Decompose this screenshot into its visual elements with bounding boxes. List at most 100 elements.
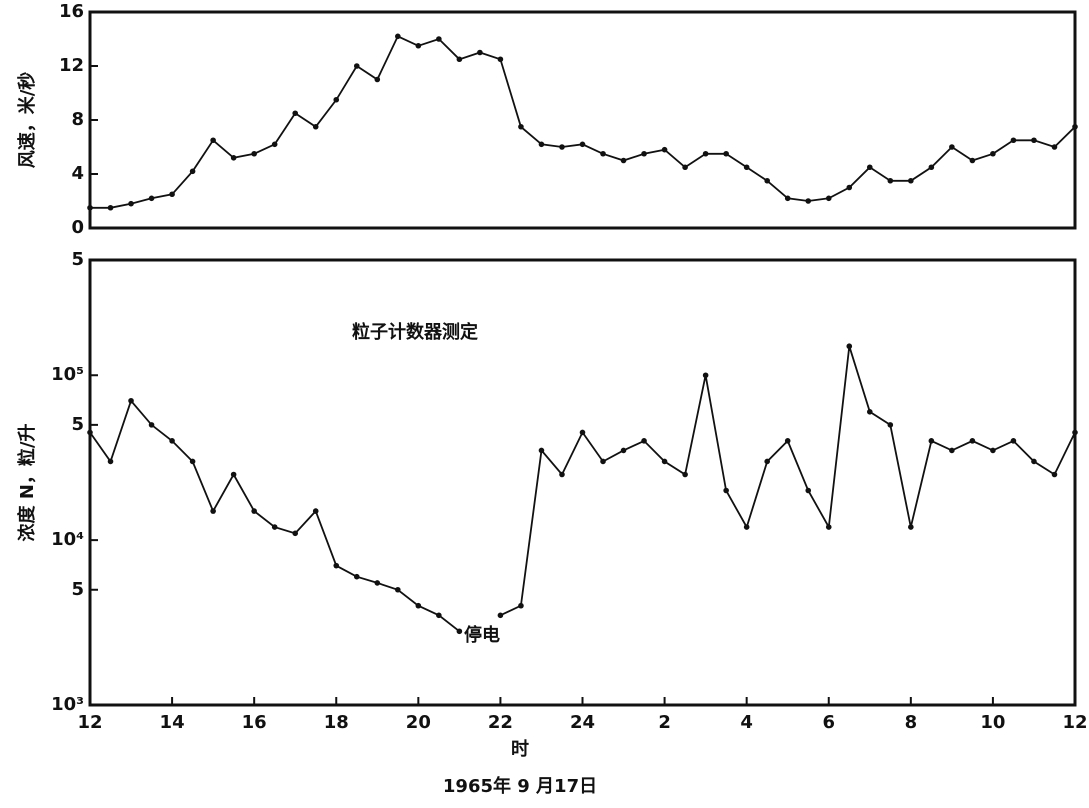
data-point (312, 508, 319, 514)
data-point (107, 458, 114, 465)
x-tick-label: 2 (658, 712, 671, 733)
caption: 1965年 9 月17日 (443, 775, 597, 797)
data-point (908, 177, 914, 184)
data-point (415, 42, 422, 49)
y-tick-label: 5 (71, 249, 84, 270)
data-point (702, 150, 709, 157)
x-tick-label: 22 (488, 712, 513, 733)
x-tick-label: 20 (406, 712, 431, 733)
data-point (559, 144, 565, 150)
data-point (1031, 458, 1037, 465)
data-point (292, 530, 299, 537)
data-point (436, 36, 442, 42)
data-point (271, 141, 278, 148)
data-point (682, 471, 688, 478)
data-point (764, 177, 770, 184)
data-point (784, 195, 791, 202)
x-tick-label: 10 (980, 712, 1005, 733)
y-tick-label: 10⁴ (51, 529, 84, 550)
data-point (333, 562, 340, 569)
data-point (415, 602, 422, 609)
data-point (887, 177, 894, 184)
data-point (723, 487, 729, 494)
data-line (89, 345, 1076, 633)
y-axis-label: 浓度 N，粒/升 (16, 424, 38, 542)
x-tick-label: 6 (822, 712, 835, 733)
data-point (661, 146, 668, 153)
data-point (600, 150, 606, 157)
data-point (805, 487, 812, 494)
data-point (395, 33, 401, 40)
data-point (641, 150, 647, 157)
data-point (456, 628, 463, 635)
data-point (210, 137, 216, 144)
data-point (374, 580, 381, 586)
y-tick-label: 0 (71, 217, 84, 238)
data-point (497, 56, 504, 63)
data-point (1010, 438, 1017, 444)
data-point (846, 184, 853, 191)
data-point (87, 429, 93, 436)
data-point (949, 144, 955, 150)
data-point (230, 471, 237, 478)
data-point (456, 56, 463, 63)
x-tick-label: 14 (160, 712, 185, 733)
data-point (949, 447, 955, 454)
data-point (353, 573, 360, 580)
data-point (312, 123, 319, 130)
data-point (990, 150, 996, 157)
data-point (189, 458, 196, 465)
y-tick-label: 8 (71, 109, 84, 130)
data-point (169, 191, 175, 198)
x-tick-label: 18 (324, 712, 349, 733)
data-point (620, 157, 627, 164)
x-axis-label: 时 (511, 739, 529, 760)
data-point (538, 141, 545, 148)
data-point (559, 471, 565, 478)
data-point (271, 524, 278, 530)
data-point (148, 422, 155, 428)
data-point (538, 447, 545, 454)
data-point (1072, 429, 1078, 436)
y-tick-label: 4 (71, 163, 84, 184)
data-point (764, 458, 770, 465)
data-point (990, 447, 996, 454)
data-point (333, 96, 340, 103)
data-point (620, 447, 627, 454)
data-point (87, 204, 93, 211)
data-point (661, 458, 668, 465)
data-point (928, 164, 935, 171)
data-point (743, 164, 750, 171)
data-point (292, 110, 299, 117)
data-point (846, 343, 853, 350)
data-point (702, 372, 709, 379)
plot-frame (88, 10, 1077, 230)
x-tick-label: 12 (1062, 712, 1087, 733)
data-point (395, 586, 401, 593)
data-point (1072, 123, 1078, 130)
data-point (1051, 471, 1058, 478)
data-point (436, 612, 442, 619)
data-point (169, 438, 175, 444)
data-point (887, 422, 894, 428)
data-point (518, 602, 524, 609)
data-point (251, 508, 257, 514)
data-line (90, 35, 1076, 209)
data-point (148, 195, 155, 202)
y-tick-label: 5 (71, 579, 84, 600)
y-tick-label: 10⁵ (51, 364, 84, 385)
data-point (805, 198, 812, 204)
data-point (251, 150, 257, 157)
data-point (908, 524, 914, 530)
data-point (579, 429, 586, 436)
x-tick-label: 4 (740, 712, 753, 733)
data-point (477, 49, 483, 56)
data-point (107, 204, 114, 211)
data-point (641, 438, 647, 444)
y-tick-label: 12 (59, 55, 84, 76)
data-point (825, 195, 832, 202)
x-tick-label: 12 (77, 712, 102, 733)
annotation: 粒子计数器测定 (352, 321, 478, 343)
data-point (866, 409, 873, 415)
data-point (518, 123, 524, 130)
